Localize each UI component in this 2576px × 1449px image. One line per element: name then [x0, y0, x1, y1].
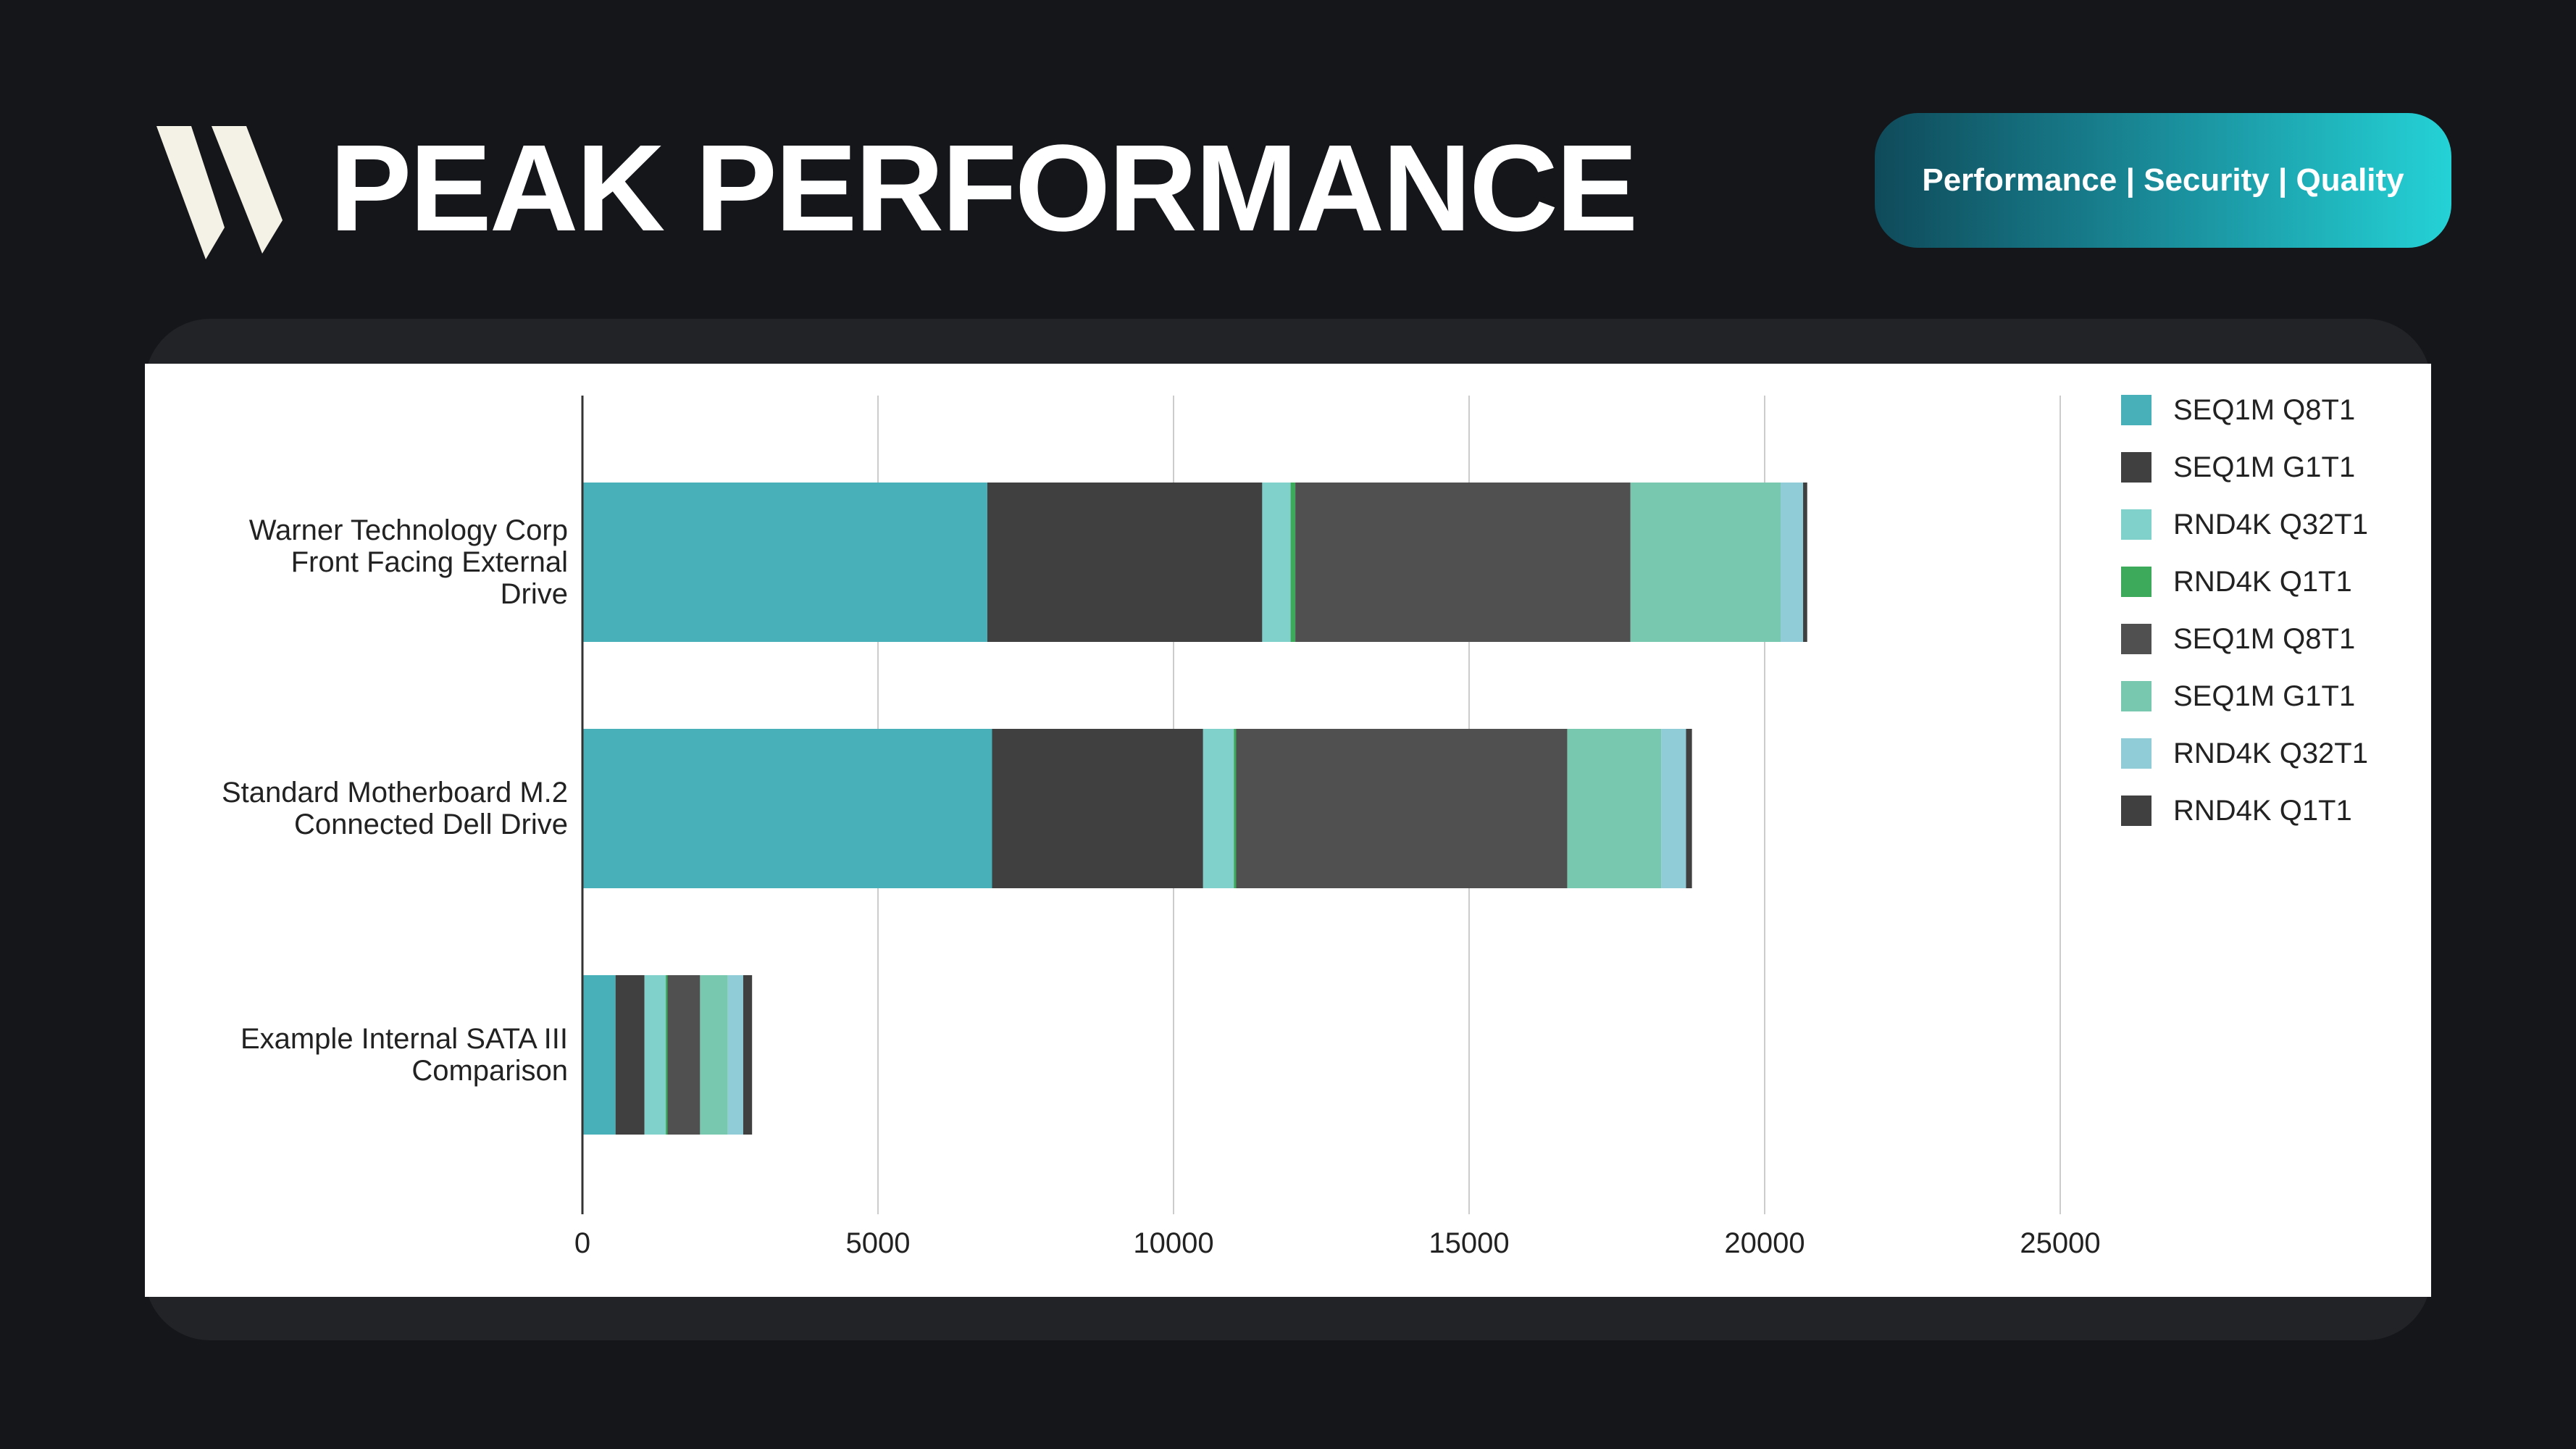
category-label: Warner Technology Corp Front Facing Exter…: [162, 514, 568, 610]
bar-segment: [743, 975, 753, 1135]
bar-segment: [987, 483, 1263, 642]
bar-segment: [582, 483, 987, 642]
category-label-line: Front Facing External: [290, 546, 568, 578]
bar-segment: [1203, 729, 1234, 888]
bar-segment: [1295, 483, 1631, 642]
bar-segment: [1803, 483, 1807, 642]
legend-item: RND4K Q32T1: [2121, 507, 2368, 542]
category-label: Standard Motherboard M.2 Connected Dell D…: [162, 777, 568, 840]
x-tick-label: 0: [574, 1227, 591, 1259]
bar-segment: [615, 975, 645, 1135]
page-title: PEAK PERFORMANCE: [330, 120, 1638, 257]
brand-logo-icon: [156, 126, 283, 259]
legend-label: SEQ1M Q8T1: [2173, 393, 2356, 426]
tagline-badge: Performance | Security | Quality: [1875, 113, 2451, 248]
category-label-line: Connected Dell Drive: [294, 809, 568, 840]
bar-segment: [727, 975, 743, 1135]
legend-label: RND4K Q32T1: [2173, 508, 2368, 540]
legend-swatch: [2121, 738, 2151, 769]
legend-swatch: [2121, 567, 2151, 597]
legend-item: RND4K Q32T1: [2121, 736, 2368, 771]
legend-item: SEQ1M Q8T1: [2121, 393, 2355, 427]
legend-label: RND4K Q32T1: [2173, 737, 2368, 769]
legend-swatch: [2121, 452, 2151, 483]
bar-segment: [1781, 483, 1804, 642]
bar-segment: [1290, 483, 1296, 642]
bar-segment: [1567, 729, 1662, 888]
category-label-line: Warner Technology Corp: [248, 514, 568, 546]
legend-item: SEQ1M G1T1: [2121, 450, 2355, 485]
legend-item: SEQ1M Q8T1: [2121, 622, 2355, 656]
tagline-text: Performance | Security | Quality: [1922, 162, 2404, 198]
legend-swatch: [2121, 681, 2151, 711]
category-label-line: Comparison: [411, 1055, 568, 1087]
legend-swatch: [2121, 509, 2151, 540]
chart-panel: 0 5000 10000 15000 20000 25000 Warner Technolo…: [145, 364, 2431, 1297]
legend-label: SEQ1M G1T1: [2173, 451, 2356, 483]
legend-swatch: [2121, 395, 2151, 425]
x-tick-label: 20000: [1724, 1227, 1805, 1259]
category-label-line: Standard Motherboard M.2: [221, 777, 568, 809]
bar-segment: [582, 975, 616, 1135]
bar-segment: [582, 729, 992, 888]
category-label-line: Drive: [500, 578, 568, 610]
x-tick-label: 10000: [1133, 1227, 1214, 1259]
x-tick-label: 5000: [845, 1227, 911, 1259]
category-label-line: Example Internal SATA III: [240, 1023, 568, 1055]
stacked-bar-chart: [581, 396, 2061, 1214]
x-tick-label: 15000: [1429, 1227, 1510, 1259]
bar-segment: [700, 975, 728, 1135]
bar-segment: [1661, 729, 1686, 888]
legend-label: SEQ1M G1T1: [2173, 680, 2356, 712]
category-label: Example Internal SATA III Comparison: [162, 1023, 568, 1087]
bar-segment: [1262, 483, 1291, 642]
legend-item: RND4K Q1T1: [2121, 564, 2352, 599]
legend-label: RND4K Q1T1: [2173, 565, 2352, 598]
bar-segment: [1630, 483, 1781, 642]
x-tick-label: 25000: [2020, 1227, 2101, 1259]
legend-item: SEQ1M G1T1: [2121, 679, 2355, 714]
bar-segment: [644, 975, 666, 1135]
bar-segment: [1236, 729, 1568, 888]
bar-segment: [667, 975, 701, 1135]
bar-segment: [992, 729, 1203, 888]
bar-segment: [666, 975, 668, 1135]
legend-label: SEQ1M Q8T1: [2173, 622, 2356, 655]
legend-swatch: [2121, 624, 2151, 654]
legend-item: RND4K Q1T1: [2121, 793, 2352, 828]
legend-label: RND4K Q1T1: [2173, 794, 2352, 827]
legend-swatch: [2121, 796, 2151, 826]
bar-segment: [1686, 729, 1692, 888]
bar-segment: [1234, 729, 1237, 888]
